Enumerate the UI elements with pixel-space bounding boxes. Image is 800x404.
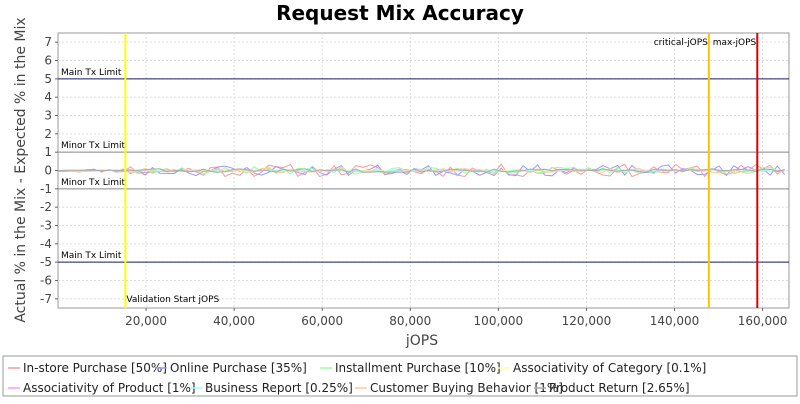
- y-tick-label: -1: [40, 182, 52, 196]
- legend-entry: Customer Buying Behavior [1%]: [370, 381, 563, 395]
- y-tick-label: -7: [40, 292, 52, 306]
- plot-area: -7 -6 -5 -4 -3 -2 -1 0 1 2 3 4 5 6 7 20,000 40,000 60,000…: [40, 32, 790, 328]
- limit-line-label: Minor Tx Limit: [61, 178, 126, 188]
- series-line-7: [57, 168, 785, 173]
- legend: In-store Purchase [50%] Online Purchase […: [2, 355, 798, 397]
- legend-entry: In-store Purchase [50%]: [23, 361, 167, 375]
- legend-entry: Installment Purchase [10%]: [335, 361, 501, 375]
- y-tick-label: 2: [44, 127, 52, 141]
- limit-line-label: Main Tx Limit: [61, 251, 122, 261]
- x-tick-label: 120,000: [562, 314, 612, 328]
- x-tick-label: 60,000: [301, 314, 343, 328]
- y-axis-label: Actual % in the Mix - Expected % in the …: [13, 17, 29, 322]
- y-tick-label: 7: [44, 35, 52, 49]
- x-tick-label: 140,000: [650, 314, 700, 328]
- y-tick-label: -3: [40, 219, 52, 233]
- legend-entry: Associativity of Category [0.1%]: [513, 361, 706, 375]
- x-tick-label: 20,000: [125, 314, 167, 328]
- vertical-marker-label: Validation Start jOPS: [126, 295, 219, 305]
- legend-entry: Associativity of Product [1%]: [23, 381, 196, 395]
- legend-entry: Online Purchase [35%]: [170, 361, 307, 375]
- y-tick-label: 4: [44, 90, 52, 104]
- vertical-marker-label: max-jOPS: [713, 38, 757, 48]
- legend-entry: Business Report [0.25%]: [205, 381, 353, 395]
- legend-box: [2, 355, 798, 397]
- limit-line-label: Main Tx Limit: [61, 68, 122, 78]
- chart-title: Request Mix Accuracy: [276, 1, 524, 25]
- limit-line-label: Minor Tx Limit: [61, 141, 126, 151]
- y-tick-label: -5: [40, 255, 52, 269]
- y-tick-label: 3: [44, 109, 52, 123]
- legend-entry: Product Return [2.65%]: [549, 381, 690, 395]
- x-tick-label: 160,000: [738, 314, 788, 328]
- y-tick-label: 1: [44, 145, 52, 159]
- y-tick-label: -6: [40, 274, 52, 288]
- x-axis-label: jOPS: [405, 333, 438, 349]
- y-tick-label: 0: [44, 164, 52, 178]
- y-tick-label: -2: [40, 200, 52, 214]
- y-tick-label: 6: [44, 54, 52, 68]
- vertical-marker-label: critical-jOPS: [654, 38, 708, 48]
- y-tick-label: 5: [44, 72, 52, 86]
- x-tick-label: 80,000: [389, 314, 431, 328]
- x-tick-label: 100,000: [474, 314, 524, 328]
- y-tick-label: -4: [40, 237, 52, 251]
- x-tick-label: 40,000: [213, 314, 255, 328]
